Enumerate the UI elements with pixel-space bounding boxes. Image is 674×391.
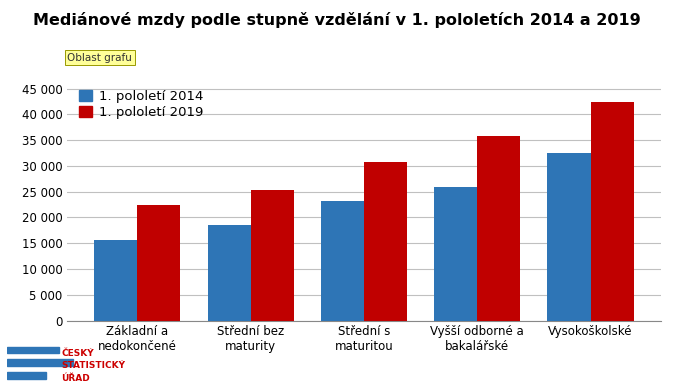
Bar [547, 153, 590, 321]
Bar [7, 359, 73, 366]
Bar [321, 201, 364, 321]
Bar [590, 102, 634, 321]
Text: ČESKÝ: ČESKÝ [61, 349, 94, 358]
Bar [477, 136, 520, 321]
Bar [208, 225, 251, 321]
Text: STATISTICKÝ: STATISTICKÝ [61, 361, 125, 370]
Bar [251, 190, 294, 321]
Bar [137, 205, 181, 321]
Text: Oblast grafu: Oblast grafu [67, 53, 132, 63]
Bar [7, 372, 47, 378]
Bar [94, 240, 137, 321]
Text: Mediánové mzdy podle stupně vzdělání v 1. pololetích 2014 a 2019: Mediánové mzdy podle stupně vzdělání v 1… [33, 12, 641, 28]
Bar [7, 347, 59, 353]
Legend: 1. pololetí 2014, 1. pololetí 2019: 1. pololetí 2014, 1. pololetí 2019 [74, 85, 209, 124]
Bar [434, 187, 477, 321]
Bar [364, 162, 407, 321]
Text: ÚŘAD: ÚŘAD [61, 374, 90, 383]
